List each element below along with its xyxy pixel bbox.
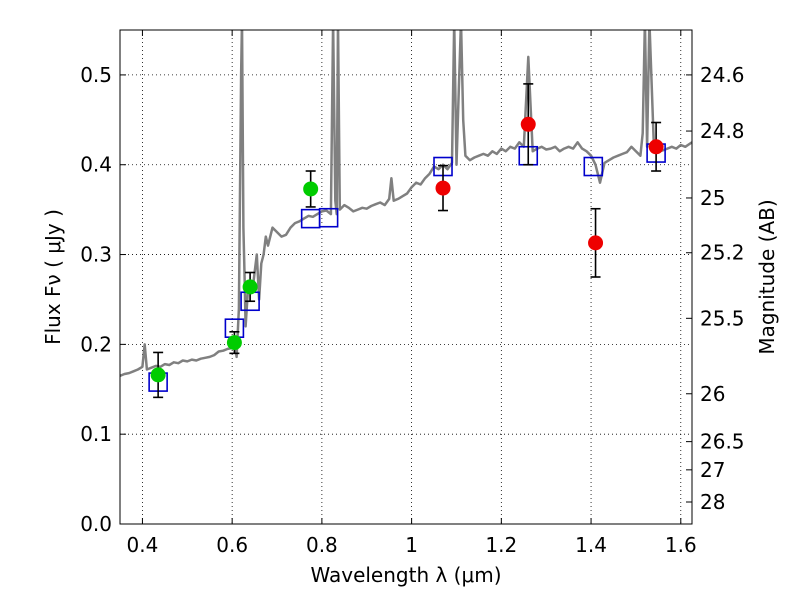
mag-tick-label: 27 — [700, 458, 725, 482]
mag-tick-label: 25 — [700, 186, 725, 210]
mag-tick-label: 28 — [700, 490, 725, 514]
spectrum-layer — [120, 30, 692, 377]
x-axis-label: Wavelength λ (μm) — [310, 563, 501, 587]
model-flux-squares — [148, 143, 666, 392]
mag-tick-label: 24.6 — [700, 63, 745, 87]
photometry-point — [435, 180, 451, 196]
x-tick-label: 1.2 — [485, 533, 517, 557]
x-tick-label: 1 — [405, 533, 418, 557]
model-flux-square — [583, 156, 604, 177]
y-tick-label: 0.4 — [80, 153, 112, 177]
y-tick-label: 0.0 — [80, 512, 112, 536]
mag-tick-label: 25.5 — [700, 306, 745, 330]
x-tick-label: 0.4 — [127, 533, 159, 557]
mag-tick-label: 24.8 — [700, 119, 745, 143]
x-tick-label: 0.6 — [216, 533, 248, 557]
model-flux-square — [318, 207, 339, 228]
photometry-point — [242, 279, 258, 295]
photometry-point — [648, 139, 664, 155]
x-tick-label: 1.4 — [575, 533, 607, 557]
y-axis-label: Flux Fν ( μJy ) — [41, 209, 65, 345]
spectrum-line — [120, 30, 692, 377]
mag-tick-label: 25.2 — [700, 241, 745, 265]
y-tick-label: 0.5 — [80, 63, 112, 87]
plot-frame — [119, 29, 693, 525]
axis-ticks: 0.4 0.6 0.8 1 1.2 1.4 1.6 0.0 0.1 0.2 0.3 0.4 0.5 24.… — [80, 30, 745, 557]
y-tick-label: 0.3 — [80, 243, 112, 267]
x-tick-label: 1.6 — [665, 533, 697, 557]
mag-tick-label: 26.5 — [700, 430, 745, 454]
y-tick-label: 0.1 — [80, 422, 112, 446]
y-tick-label: 0.2 — [80, 332, 112, 356]
photometry-point — [150, 367, 166, 383]
photometry-point — [588, 235, 604, 251]
photometry-point — [303, 181, 319, 197]
grid — [120, 30, 692, 524]
photometry-points — [150, 83, 664, 399]
photometry-point — [520, 116, 536, 132]
x-tick-label: 0.8 — [306, 533, 338, 557]
photometry-point — [226, 335, 242, 351]
y2-axis-label: Magnitude (AB) — [755, 199, 779, 354]
mag-tick-label: 26 — [700, 382, 725, 406]
